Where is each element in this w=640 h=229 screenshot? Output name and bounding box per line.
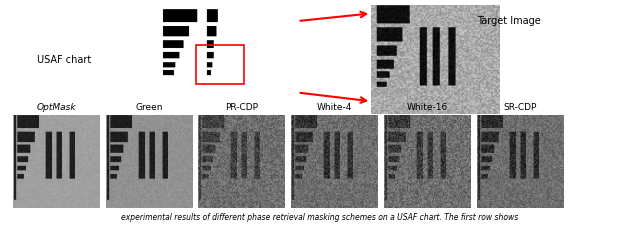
Text: White-16: White-16 (406, 103, 448, 112)
Text: Target Image: Target Image (477, 16, 541, 26)
Bar (196, 45, 244, 84)
Text: SR-CDP: SR-CDP (503, 103, 537, 112)
Text: Green: Green (135, 103, 163, 112)
Text: OptMask: OptMask (36, 103, 76, 112)
Text: USAF chart: USAF chart (37, 55, 91, 65)
Text: experimental results of different phase retrieval masking schemes on a USAF char: experimental results of different phase … (122, 213, 518, 222)
Text: PR-CDP: PR-CDP (225, 103, 258, 112)
Text: White-4: White-4 (317, 103, 352, 112)
